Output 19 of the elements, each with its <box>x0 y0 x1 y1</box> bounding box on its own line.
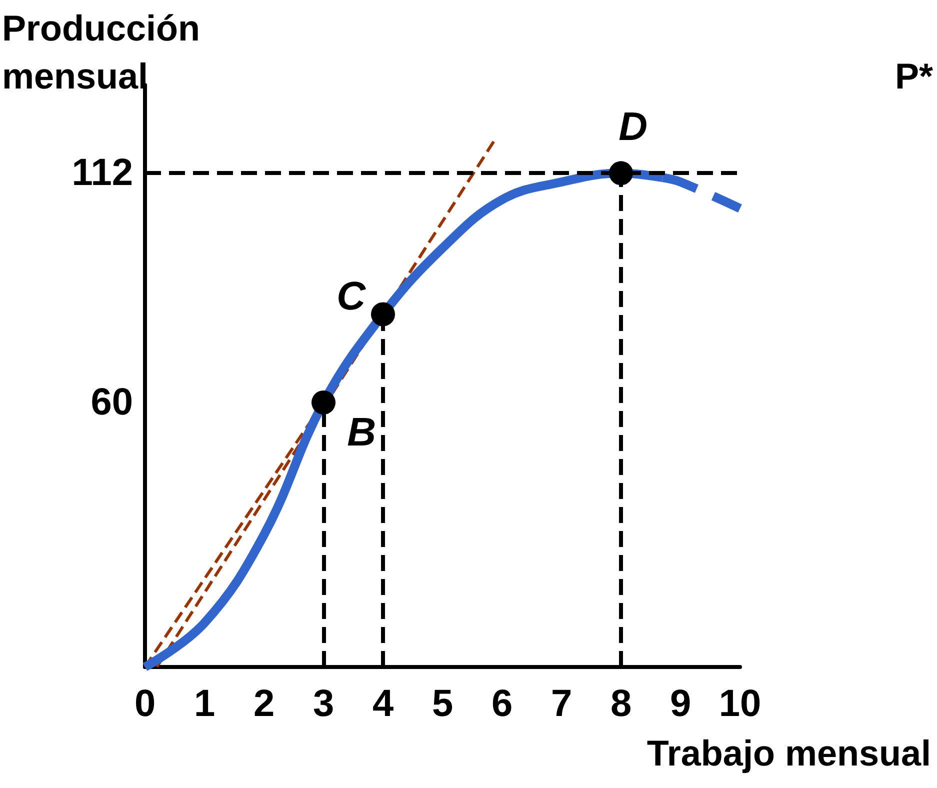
x-tick-label: 9 <box>670 683 692 725</box>
x-tick-label: 5 <box>432 683 454 725</box>
annotation: D <box>618 105 648 150</box>
y-tick-label: 60 <box>90 381 133 424</box>
y-tick-label: 112 <box>72 152 133 194</box>
x-tick-label: 0 <box>134 683 156 725</box>
x-tick-label: 8 <box>610 683 632 725</box>
annotation: B <box>347 410 376 454</box>
x-axis-title: Trabajo mensual <box>646 732 932 774</box>
annotation: C <box>336 274 367 318</box>
x-tick-label: 1 <box>194 683 216 725</box>
text: P* <box>894 56 934 96</box>
x-tick-label: 6 <box>491 683 513 725</box>
x-tick-label: 7 <box>550 683 572 725</box>
x-tick-label: 2 <box>253 683 275 725</box>
x-tick-label: 10 <box>718 683 762 725</box>
x-tick-label: 3 <box>312 683 334 725</box>
x-tick-label: 4 <box>372 683 394 725</box>
y-axis-title: Producción mensual <box>2 8 210 96</box>
